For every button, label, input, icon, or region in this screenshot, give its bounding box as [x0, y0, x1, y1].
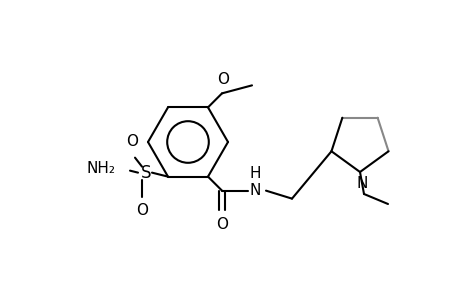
Text: N: N: [249, 183, 260, 198]
Text: NH₂: NH₂: [87, 161, 116, 176]
Text: S: S: [140, 164, 151, 181]
Text: O: O: [126, 134, 138, 148]
Text: O: O: [216, 217, 228, 232]
Text: O: O: [217, 72, 229, 87]
Text: N: N: [356, 176, 367, 191]
Text: O: O: [136, 202, 148, 217]
Text: H: H: [249, 166, 260, 181]
